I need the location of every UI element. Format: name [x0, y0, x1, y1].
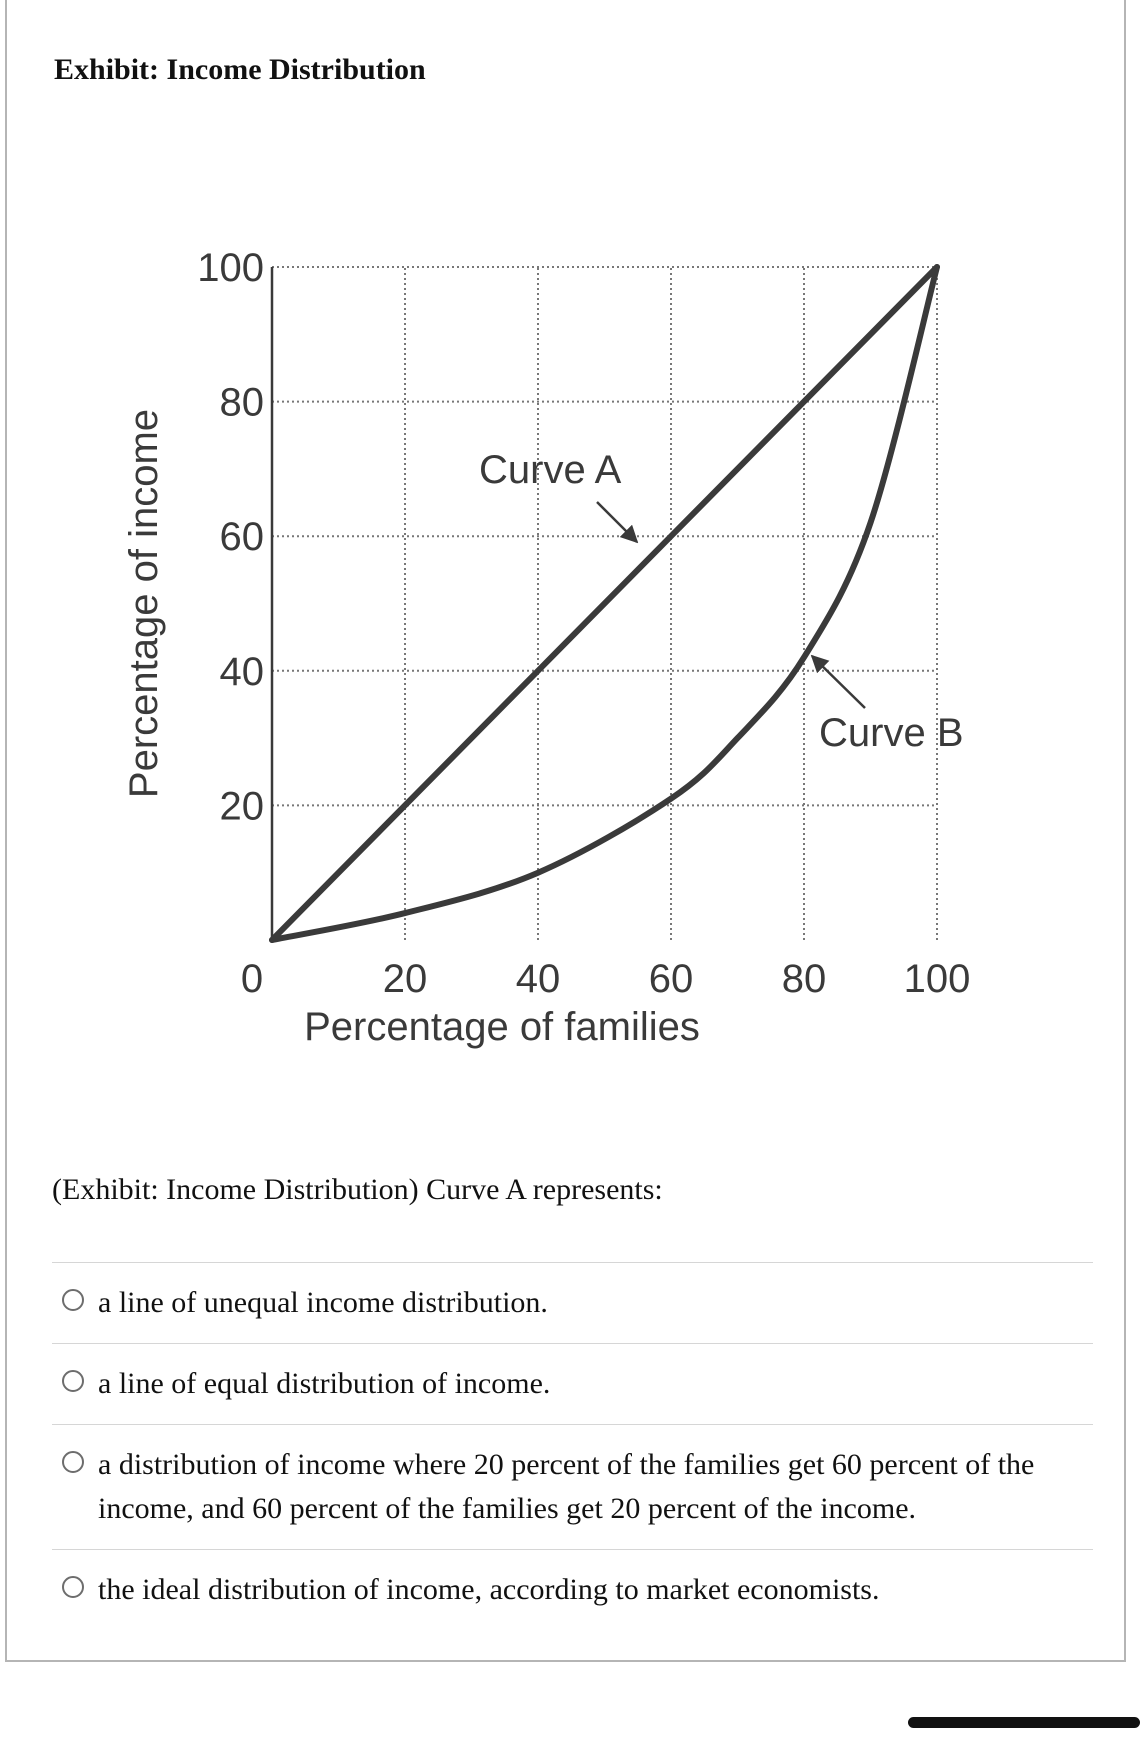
x-tick-label: 100 — [904, 957, 971, 1001]
curve-b-arrow — [810, 654, 866, 709]
y-tick-label: 100 — [197, 246, 264, 290]
option-label: a line of equal distribution of income. — [98, 1367, 551, 1400]
series-line-curve-a — [269, 264, 940, 943]
option-label: a distribution of income where 20 percen… — [98, 1448, 1035, 1525]
radio-button-icon[interactable] — [62, 1576, 84, 1598]
answer-option[interactable]: a distribution of income where 20 percen… — [52, 1424, 1093, 1549]
home-indicator — [908, 1717, 1140, 1728]
y-tick-label: 40 — [220, 650, 265, 694]
y-tick-label: 20 — [220, 784, 265, 828]
x-tick-label: 60 — [649, 957, 694, 1001]
y-tick-label: 60 — [220, 515, 265, 559]
answer-option[interactable]: the ideal distribution of income, accord… — [52, 1549, 1093, 1630]
curve-b-annotation: Curve B — [819, 711, 964, 755]
chart-svg: 20 40 60 80 100 20 40 60 80 100 0 Percentage of fam… — [122, 246, 971, 1049]
x-tick-label: 20 — [383, 957, 428, 1001]
radio-button-icon[interactable] — [62, 1370, 84, 1392]
radio-button-icon[interactable] — [62, 1289, 84, 1311]
option-label: the ideal distribution of income, accord… — [98, 1573, 880, 1606]
answer-option[interactable]: a line of equal distribution of income. — [52, 1343, 1093, 1424]
y-tick-label: 80 — [220, 381, 265, 425]
question-text: (Exhibit: Income Distribution) Curve A r… — [52, 1173, 663, 1206]
radio-button-icon[interactable] — [62, 1451, 84, 1473]
y-axis-label: Percentage of income — [122, 409, 166, 798]
curve-a-annotation: Curve A — [479, 448, 622, 492]
x-tick-label: 40 — [516, 957, 561, 1001]
origin-label: 0 — [241, 957, 263, 1001]
curve-a-arrow — [596, 501, 639, 544]
series-line-curve-b — [269, 264, 940, 943]
x-tick-label: 80 — [782, 957, 827, 1001]
answer-options: a line of unequal income distribution. a… — [52, 1262, 1093, 1630]
answer-option[interactable]: a line of unequal income distribution. — [52, 1262, 1093, 1343]
option-label: a line of unequal income distribution. — [98, 1286, 548, 1319]
exhibit-title: Exhibit: Income Distribution — [54, 53, 426, 86]
x-axis-label: Percentage of families — [304, 1005, 700, 1049]
income-distribution-chart: 20 40 60 80 100 20 40 60 80 100 0 Percentage of fam… — [107, 240, 1007, 1070]
question-card: Exhibit: Income Distribution 20 40 60 80 100… — [5, 0, 1126, 1662]
